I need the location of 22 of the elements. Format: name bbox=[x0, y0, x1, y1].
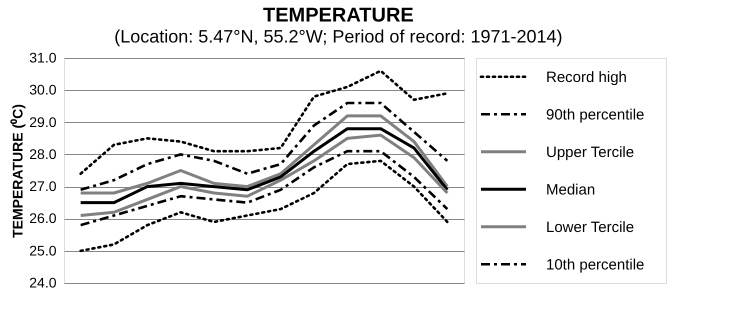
line-series bbox=[79, 102, 449, 192]
legend-label: Upper Tercile bbox=[546, 144, 634, 161]
y-tick-label: 24.0 bbox=[29, 274, 57, 290]
y-tick-label: 29.0 bbox=[29, 114, 57, 130]
y-tick-label: 26.0 bbox=[29, 210, 57, 226]
line-series bbox=[79, 160, 449, 252]
y-tick-label: 27.0 bbox=[29, 178, 57, 194]
legend-label: 10th percentile bbox=[546, 256, 644, 274]
chart-subtitle: (Location: 5.47°N, 55.2°W; Period of record: 1971-2014) bbox=[114, 26, 563, 46]
legend-label: Median bbox=[546, 181, 596, 198]
y-axis-title: TEMPERATURE (⁰C) bbox=[9, 104, 26, 238]
chart-title: TEMPERATURE bbox=[263, 4, 414, 26]
y-tick-label: 31.0 bbox=[29, 50, 57, 66]
legend-label: 90th percentile bbox=[546, 106, 644, 124]
legend-label: Record high bbox=[546, 68, 627, 86]
y-tick-label: 25.0 bbox=[29, 242, 57, 258]
line-series bbox=[79, 127, 449, 204]
line-series bbox=[79, 150, 449, 226]
legend-label: Lower Tercile bbox=[546, 218, 634, 236]
y-tick-label: 28.0 bbox=[29, 146, 57, 162]
y-tick-label: 30.0 bbox=[29, 82, 57, 98]
line-series bbox=[79, 70, 449, 176]
